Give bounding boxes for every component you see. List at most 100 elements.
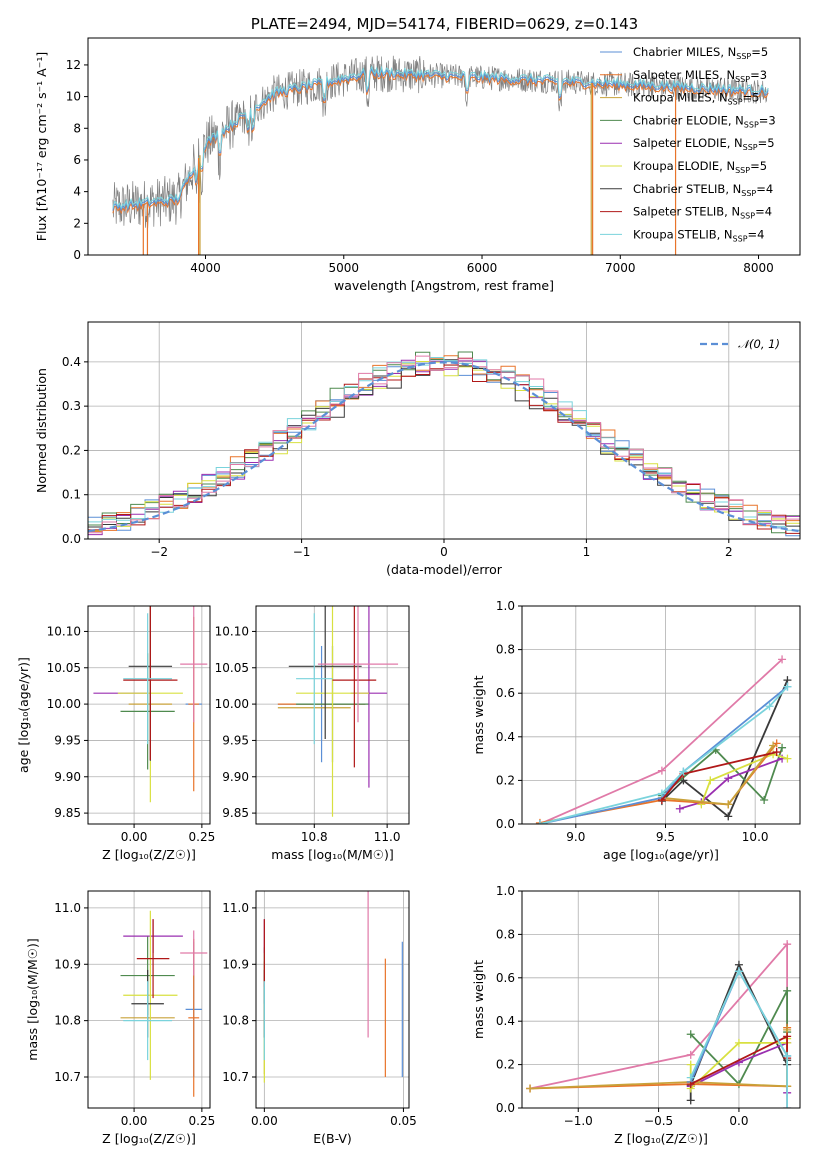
y-tick-label: 0.1 xyxy=(62,488,81,502)
y-axis-label: Flux [fλ10⁻¹⁷ erg cm⁻² s⁻¹ A⁻¹] xyxy=(34,52,49,241)
axes-frame xyxy=(87,890,211,1109)
y-tick-label: 10.7 xyxy=(222,1070,249,1084)
histogram-step-line xyxy=(88,355,800,539)
mass-weight-marker xyxy=(535,820,544,824)
y-tick-label: 10.10 xyxy=(215,624,249,638)
legend-entry-subscript: SSP xyxy=(736,52,751,61)
legend-entry-text: Salpeter ELODIE, N xyxy=(633,136,743,150)
legend-entry-subscript: SSP xyxy=(744,120,759,129)
axes-frame xyxy=(521,605,801,825)
mass-weight-line xyxy=(700,753,788,805)
y-tick-label: 10.7 xyxy=(54,1070,81,1084)
x-tick-label: −1.0 xyxy=(564,1114,593,1128)
mass-weight-marker xyxy=(769,741,778,750)
y-tick-label: 6 xyxy=(73,153,81,167)
legend-entry-text: Chabrier MILES, N xyxy=(633,45,736,59)
x-tick-label: −0.5 xyxy=(644,1114,673,1128)
x-axis-label: wavelength [Angstrom, rest frame] xyxy=(334,278,554,293)
mass-weight-marker xyxy=(734,967,743,976)
y-tick-label: 4 xyxy=(73,185,81,199)
y-tick-label: 9.95 xyxy=(54,733,81,747)
legend-entry-value: =3 xyxy=(759,113,776,127)
mass-weight-marker xyxy=(783,1051,792,1060)
mass-weight-marker xyxy=(783,1032,792,1041)
mass-weight-marker xyxy=(724,774,733,783)
axes-frame xyxy=(255,605,410,825)
mass-weight-marker xyxy=(783,940,792,949)
legend-entry: Chabrier ELODIE, NSSP=3 xyxy=(633,113,776,129)
y-tick-label: 0.4 xyxy=(496,1014,515,1028)
x-tick-label: 8000 xyxy=(743,261,774,275)
legend-entry-text: Salpeter MILES, N xyxy=(633,68,735,82)
legend-entry-subscript: SSP xyxy=(735,75,750,84)
legend-entry-text: Kroupa STELIB, N xyxy=(633,227,733,241)
legend-entry: Chabrier MILES, NSSP=5 xyxy=(633,45,768,61)
legend-entry: Salpeter ELODIE, NSSP=5 xyxy=(633,136,775,152)
mass-weight-marker xyxy=(724,800,733,809)
legend-entry-value: =5 xyxy=(751,45,768,59)
mass-weight-line xyxy=(539,686,788,824)
mass-weight-line xyxy=(690,990,788,1086)
y-axis-label: age [log₁₀(age/yr)] xyxy=(16,657,31,773)
y-axis-label: mass [log₁₀(M/M☉)] xyxy=(25,938,40,1060)
x-axis-label: E(B-V) xyxy=(313,1131,352,1146)
y-tick-label: 0.6 xyxy=(496,686,515,700)
legend-entry-subscript: SSP xyxy=(735,166,750,175)
x-tick-label: 2 xyxy=(725,545,733,559)
axes-frame xyxy=(87,605,211,825)
mass-weight-line xyxy=(689,969,788,1108)
legend-entry: Salpeter MILES, NSSP=3 xyxy=(633,68,767,84)
legend-entry-text: Kroupa MILES, N xyxy=(633,91,728,105)
y-axis-label: mass weight xyxy=(471,960,486,1039)
x-tick-label: 10.0 xyxy=(742,830,769,844)
y-tick-label: 0.0 xyxy=(496,817,515,831)
x-tick-label: 1 xyxy=(583,545,591,559)
x-tick-label: −1 xyxy=(293,545,311,559)
age-vs-metallicity-panel: 0.00 0.25 9.85 9.90 9.95 10.00 10.05 10.10 Z [lo… xyxy=(16,605,215,862)
y-tick-label: 0.6 xyxy=(496,971,515,985)
y-tick-label: 9.95 xyxy=(222,733,249,747)
legend-entry-subscript: SSP xyxy=(728,98,743,107)
mass-weight-marker xyxy=(778,655,787,664)
x-tick-label: 0 xyxy=(440,545,448,559)
y-tick-label: 0.0 xyxy=(62,532,81,546)
mass-weight-marker xyxy=(783,1104,792,1108)
mass-weight-marker xyxy=(686,1073,695,1082)
y-tick-label: 9.90 xyxy=(222,770,249,784)
model-spectrum-line xyxy=(112,65,769,210)
mass-vs-ebv-panel: 0.00 0.05 10.7 10.8 10.9 11.0 E(B-V) xyxy=(222,890,417,1146)
mass-weight-marker xyxy=(778,743,787,752)
legend-entry-value: =5 xyxy=(758,136,775,150)
x-tick-label: 4000 xyxy=(190,261,221,275)
y-tick-label: 1.0 xyxy=(496,599,515,613)
y-tick-label: 10.05 xyxy=(215,661,249,675)
legend-entry-text: Kroupa ELODIE, N xyxy=(633,159,735,173)
figure-title: PLATE=2494, MJD=54174, FIBERID=0629, z=0… xyxy=(251,15,638,33)
y-tick-label: 11.0 xyxy=(54,901,81,915)
plot-area xyxy=(263,891,403,1083)
legend-entry: Kroupa STELIB, NSSP=4 xyxy=(633,227,764,243)
y-tick-label: 0.8 xyxy=(496,927,515,941)
legend-entry: Salpeter STELIB, NSSP=4 xyxy=(633,205,772,221)
plot-area xyxy=(526,940,792,1108)
y-tick-label: 0.0 xyxy=(496,1101,515,1115)
y-tick-label: 12 xyxy=(66,58,81,72)
mass-weight-marker xyxy=(526,1084,535,1093)
y-tick-label: 9.90 xyxy=(54,770,81,784)
legend-entry-value: =5 xyxy=(743,91,760,105)
mass-weight-marker xyxy=(706,776,715,785)
age-vs-mass-panel: 10.8 11.0 9.85 9.90 9.95 10.00 10.05 10.10 mass … xyxy=(215,605,410,862)
mass-weight-marker xyxy=(772,748,781,757)
mass-weight-marker xyxy=(724,812,733,821)
y-tick-label: 0.8 xyxy=(496,643,515,657)
legend-entry: Chabrier STELIB, NSSP=4 xyxy=(633,182,773,198)
y-tick-label: 10 xyxy=(66,90,81,104)
legend-entry-value: =3 xyxy=(750,68,767,82)
axes-frame xyxy=(255,890,410,1109)
legend-entry: Kroupa MILES, NSSP=5 xyxy=(633,91,759,107)
x-axis-label: (data-model)/error xyxy=(386,562,503,577)
mass-weight-marker xyxy=(783,682,792,691)
y-tick-label: 0.2 xyxy=(62,443,81,457)
